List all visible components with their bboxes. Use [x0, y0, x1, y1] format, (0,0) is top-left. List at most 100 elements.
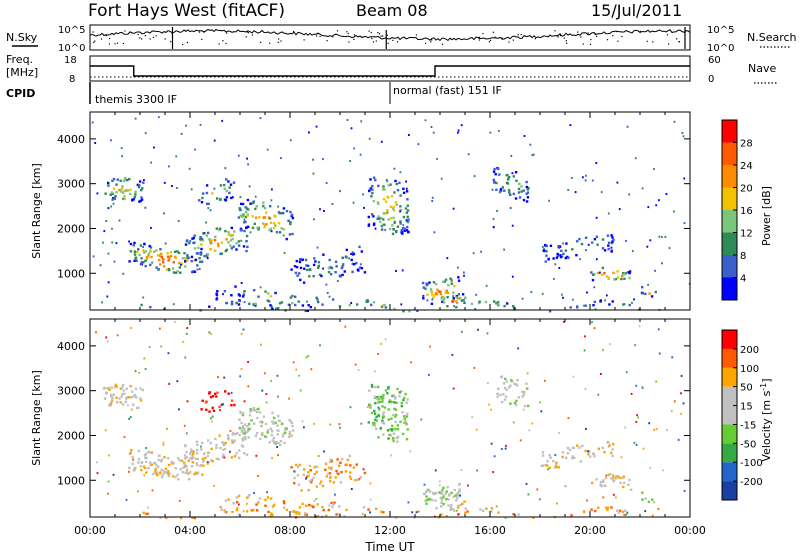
velocity-cell: [206, 451, 210, 454]
velocity-cell: [241, 413, 245, 417]
velocity-cell: [605, 506, 608, 509]
velocity-cell: [394, 415, 397, 418]
power-cell: [351, 262, 354, 266]
nsearch-dot: [144, 35, 146, 37]
velocity-cell: [600, 373, 602, 375]
power-cell: [497, 302, 500, 306]
power-cell: [584, 304, 587, 307]
power-cell: [430, 126, 433, 128]
velocity-cell: [155, 472, 158, 475]
velocity-cell: [243, 432, 246, 435]
velocity-cell: [122, 383, 125, 387]
colorbar-tick-label: 15: [740, 402, 753, 413]
power-cell: [168, 165, 170, 168]
velocity-cell: [521, 390, 524, 394]
nsearch-dot: [251, 34, 253, 36]
velocity-cell: [332, 503, 335, 506]
power-cell: [425, 283, 429, 287]
velocity-cell: [389, 428, 392, 431]
velocity-cell: [144, 460, 148, 463]
velocity-cell: [670, 410, 673, 413]
velocity-cell: [139, 397, 142, 400]
velocity-cell: [440, 505, 443, 508]
velocity-cell: [630, 392, 633, 395]
velocity-cell: [415, 511, 418, 514]
nsky-series: [89, 28, 691, 42]
power-cell: [187, 256, 190, 260]
velocity-cell: [541, 451, 545, 454]
velocity-cell: [373, 409, 376, 413]
power-cell: [143, 179, 145, 182]
velocity-cell: [513, 382, 516, 386]
colorbar-swatch: [722, 481, 737, 500]
power-cell: [213, 187, 216, 190]
velocity-cell: [390, 454, 393, 457]
power-cell: [531, 154, 534, 157]
power-cell: [386, 209, 389, 212]
power-cell: [389, 183, 392, 186]
colorbar-tick-label: 8: [740, 251, 746, 262]
power-cell: [200, 247, 203, 251]
velocity-cell: [266, 431, 269, 434]
nsearch-dot: [139, 37, 141, 39]
colorbar-swatch: [722, 165, 737, 188]
velocity-cell: [177, 457, 180, 460]
power-cell: [616, 270, 619, 273]
velocity-cell: [517, 347, 520, 350]
power-cell: [450, 280, 453, 284]
velocity-cell: [348, 454, 351, 458]
velocity-cell: [373, 424, 377, 427]
velocity-cell: [325, 475, 328, 478]
velocity-cell: [144, 452, 148, 456]
nsearch-dot: [577, 31, 579, 33]
velocity-cell: [393, 401, 396, 404]
power-cell: [173, 250, 177, 253]
nsearch-dot: [606, 39, 609, 41]
velocity-cell: [321, 484, 325, 488]
velocity-heatmap: [95, 320, 686, 520]
velocity-cell: [187, 472, 190, 475]
power-cell: [131, 198, 134, 202]
velocity-cell: [144, 512, 148, 516]
power-cell: [190, 188, 193, 191]
power-cell: [591, 241, 594, 244]
velocity-cell: [395, 401, 398, 404]
power-cell: [658, 235, 661, 238]
power-cell: [229, 183, 233, 186]
power-cell: [512, 175, 515, 178]
velocity-cell: [599, 480, 603, 484]
velocity-cell: [260, 433, 264, 436]
velocity-cell: [212, 409, 216, 412]
power-cell: [517, 191, 521, 194]
velocity-cell: [221, 455, 224, 459]
velocity-cell: [106, 340, 109, 343]
power-cell: [219, 252, 222, 256]
velocity-cell: [608, 473, 612, 476]
velocity-cell: [206, 454, 210, 458]
nsearch-dot: [415, 34, 418, 36]
power-cell: [138, 180, 142, 183]
velocity-cell: [155, 471, 159, 474]
power-cell: [436, 288, 439, 292]
colorbar-tick-label: 100: [740, 364, 759, 375]
power-cell: [591, 273, 595, 276]
velocity-cell: [500, 376, 503, 379]
power-cell: [96, 192, 99, 195]
power-cell: [202, 232, 205, 235]
velocity-cell: [167, 474, 170, 478]
colorbar-swatch: [722, 443, 737, 463]
power-cell: [611, 236, 614, 239]
velocity-cell: [211, 460, 214, 463]
power-cell: [435, 293, 439, 296]
nsearch-dot: [508, 41, 510, 43]
velocity-cell: [610, 477, 613, 480]
velocity-cell: [275, 441, 278, 444]
velocity-cell: [671, 356, 674, 359]
power-cell: [567, 188, 570, 191]
power-cell: [320, 274, 323, 278]
power-cell: [138, 253, 141, 257]
power-cell: [363, 271, 367, 274]
power-cell: [349, 160, 351, 162]
velocity-cell: [648, 422, 651, 425]
velocity-cell: [271, 420, 274, 423]
